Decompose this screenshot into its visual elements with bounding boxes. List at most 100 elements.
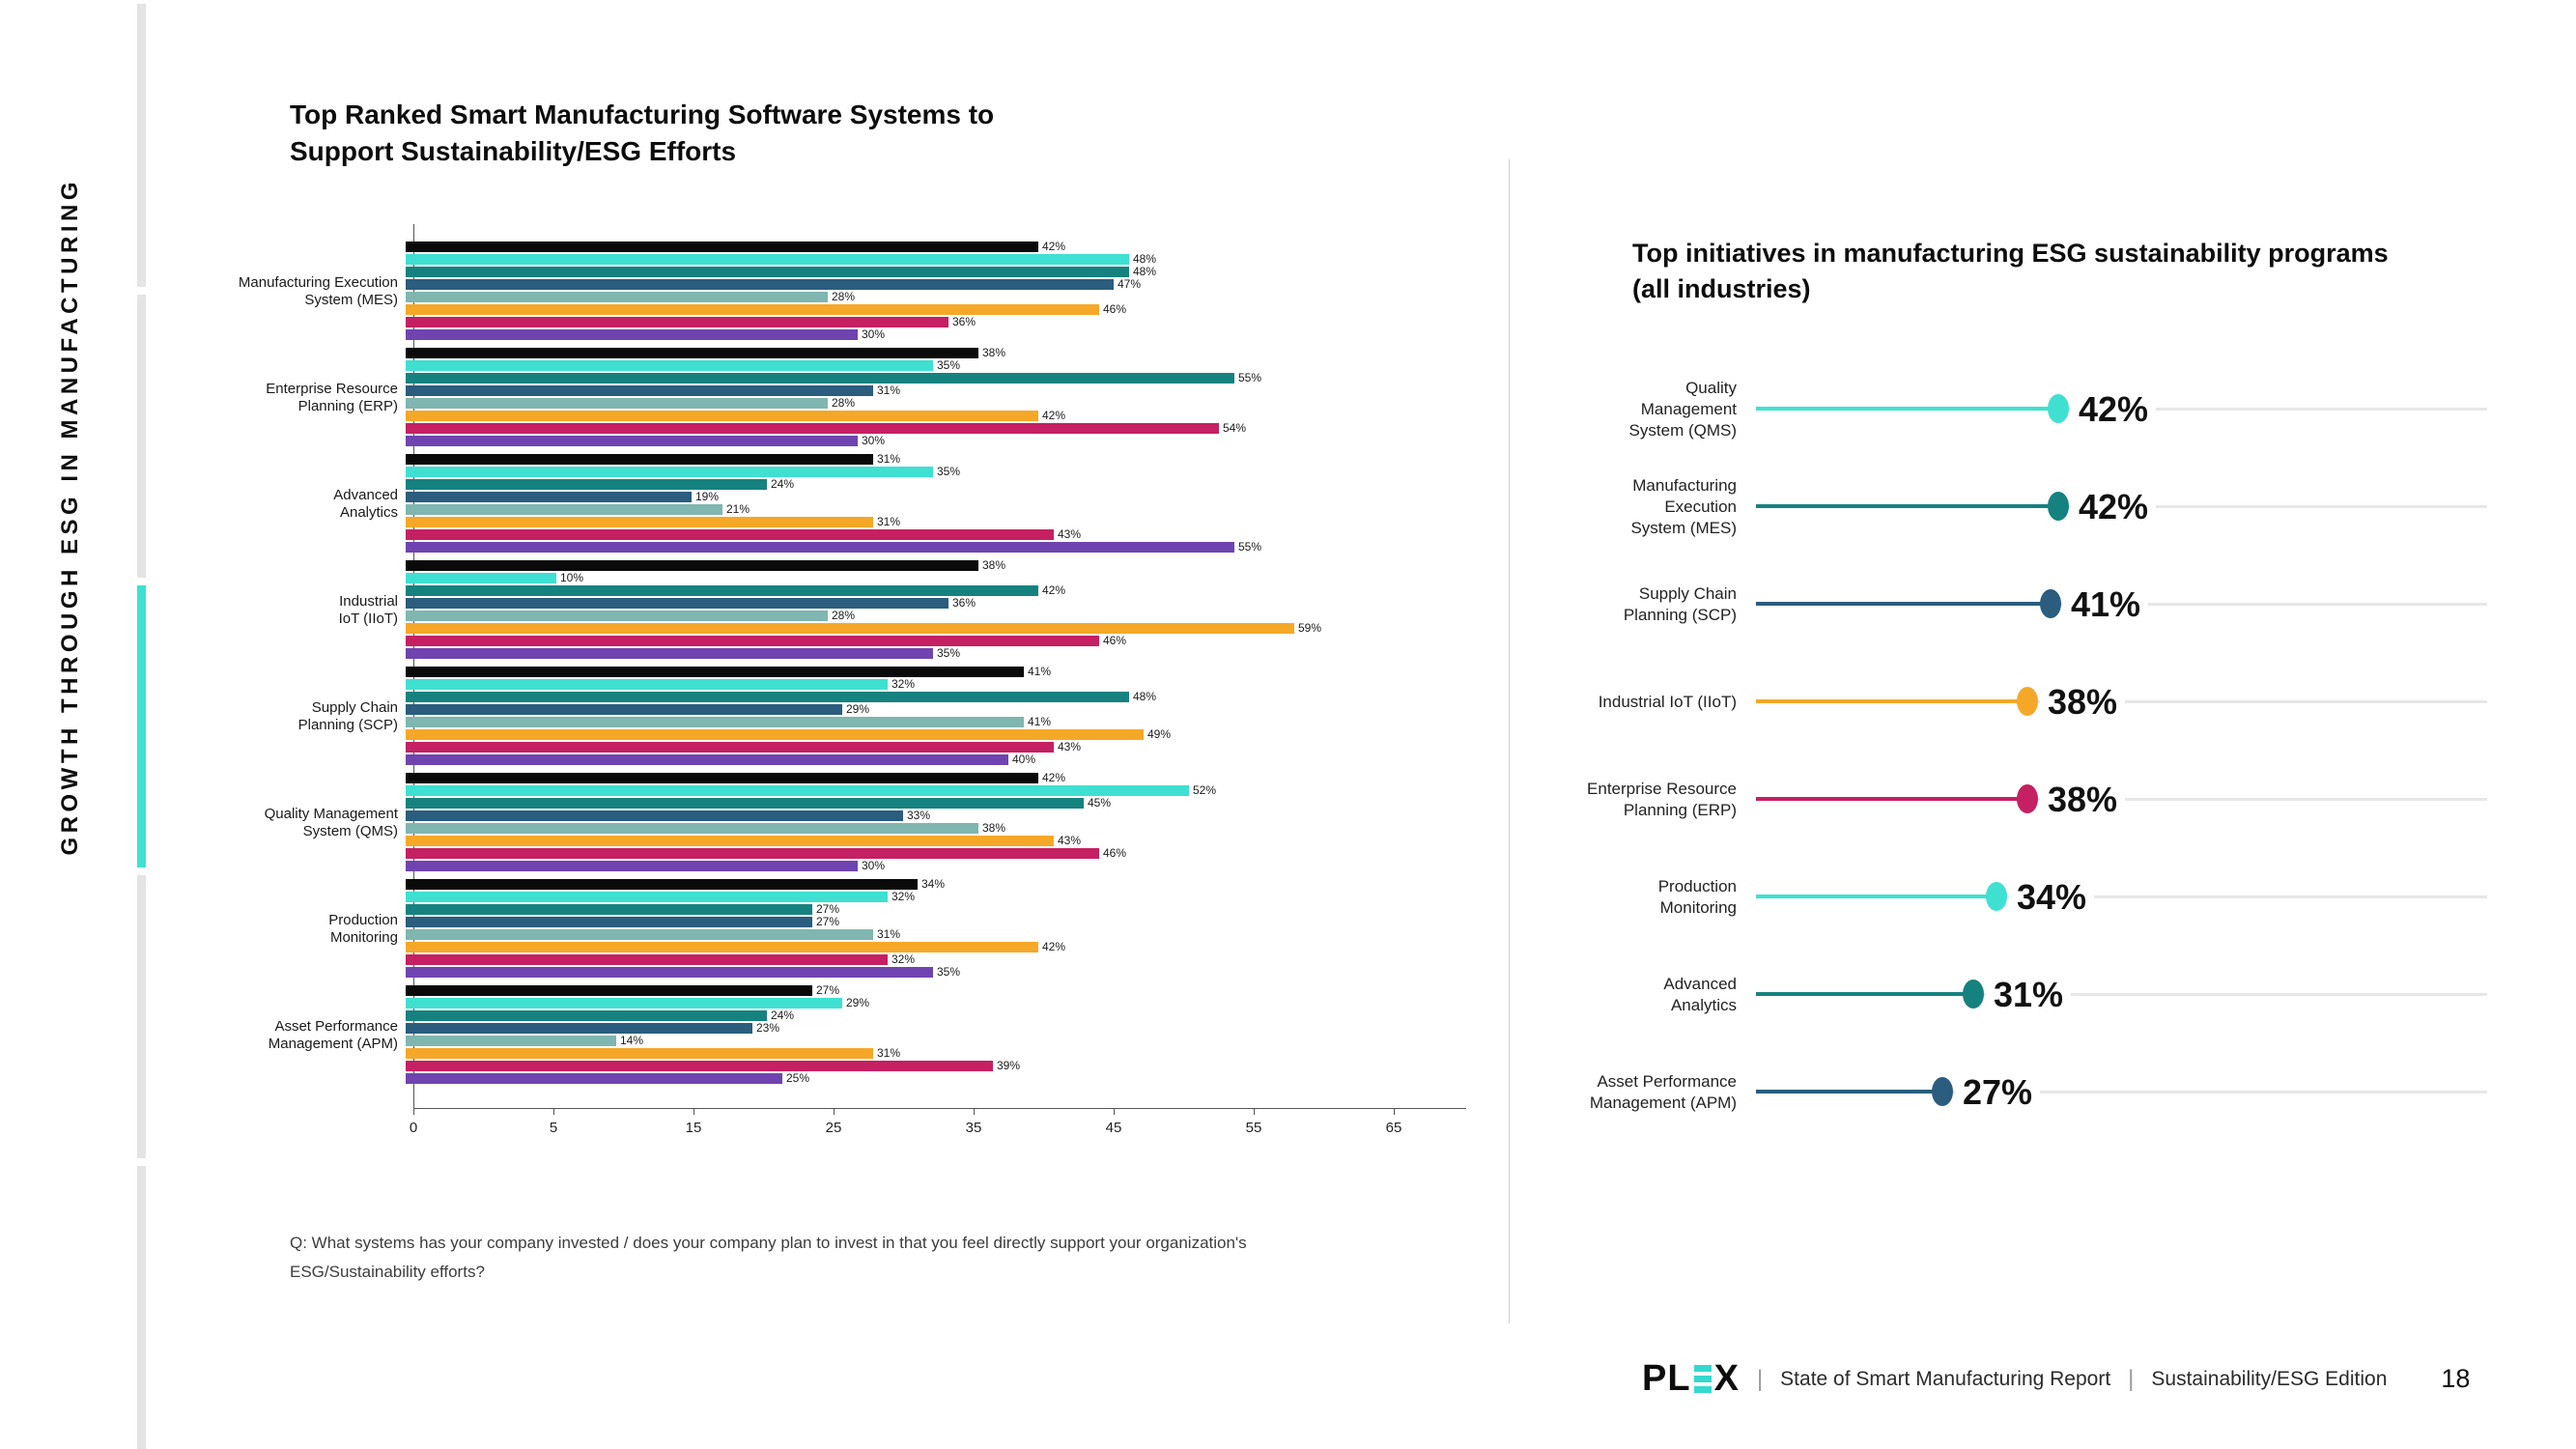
bar-value-label: 46% (1099, 847, 1127, 859)
bar-value-label: 42% (1038, 941, 1066, 952)
bar-row: 36% (406, 316, 1156, 327)
bar-segment (406, 292, 828, 302)
footer-edition: Sustainability/ESG Edition (2151, 1367, 2388, 1390)
bar-row: 28% (406, 291, 1156, 302)
bar-segment (406, 954, 888, 965)
bar-segment (406, 398, 828, 409)
footer-separator: | (1756, 1365, 1764, 1392)
bar-stack: 38% 35% 55% 31% 28% 42% 54% 30% (406, 347, 1262, 448)
initiative-label: Manufacturing Execution System (MES) (1541, 475, 1756, 539)
category-label-line: Supply Chain (311, 699, 398, 716)
bar-value-label: 31% (873, 516, 901, 527)
bar-row: 38% (406, 347, 1261, 358)
bar-value-label: 10% (556, 572, 584, 583)
bar-row: 43% (406, 741, 1171, 753)
bar-segment (406, 1048, 873, 1059)
bar-value-label: 31% (873, 384, 901, 396)
initiative-label-line: Industrial IoT (IIoT) (1598, 693, 1737, 711)
bar-segment (406, 348, 978, 358)
bar-value-label: 23% (752, 1022, 780, 1034)
rail-segment (137, 294, 146, 578)
bar-segment (406, 861, 858, 871)
bar-value-label: 31% (873, 453, 901, 465)
bar-row: 38% (406, 822, 1216, 834)
category-label-line: Manufacturing Execution (238, 274, 398, 291)
bar-value-label: 55% (1234, 541, 1262, 553)
bar-row: 41% (406, 666, 1171, 677)
category-label-line: Advanced (333, 487, 398, 503)
footer-report-title: State of Smart Manufacturing Report (1780, 1367, 2111, 1390)
bar-row: 41% (406, 716, 1171, 727)
bar-segment (406, 1023, 752, 1034)
lollipop-row: Manufacturing Execution System (MES) 42% (1541, 459, 2506, 555)
bar-segment (406, 385, 873, 396)
initiative-label-line: Analytics (1670, 996, 1737, 1014)
bar-value-label: 43% (1054, 528, 1082, 540)
bar-value-label: 55% (1234, 372, 1262, 384)
value-dot (2048, 492, 2069, 521)
left-accent-rail (137, 0, 146, 1449)
lollipop-track: 38% (1756, 673, 2487, 731)
value-dot (1986, 882, 2007, 911)
bar-row: 31% (406, 453, 1261, 465)
category-label-line: Monitoring (329, 929, 398, 946)
bar-segment (406, 267, 1129, 277)
bar-row: 23% (406, 1022, 1020, 1034)
bar-row: 46% (406, 635, 1321, 646)
category-label-line: System (MES) (304, 292, 398, 308)
bar-row: 49% (406, 728, 1172, 740)
plex-logo-l: L (1667, 1358, 1691, 1399)
value-line (1756, 895, 1996, 898)
lollipop-track: 42% (1756, 381, 2487, 439)
bar-segment (406, 279, 1114, 290)
category-label-line: Industrial (339, 593, 398, 610)
bar-row: 42% (406, 941, 1066, 952)
x-axis-line (413, 1108, 1466, 1109)
bar-group: Industrial IoT (IIoT) 38% 10% 42% 36% 28% 59% 46… (174, 559, 1487, 661)
bar-value-label: 14% (616, 1035, 644, 1046)
bar-row: 32% (406, 953, 1065, 965)
bar-value-label: 24% (767, 478, 795, 490)
bar-segment (406, 942, 1038, 952)
bar-row: 35% (406, 647, 1321, 659)
value-line (1756, 407, 2058, 411)
bar-value-label: 29% (842, 997, 870, 1009)
bar-row: 43% (406, 528, 1261, 540)
bar-row: 34% (406, 878, 1065, 890)
bar-segment (406, 304, 1099, 315)
bar-stack: 41% 32% 48% 29% 41% 49% 43% 40% (406, 666, 1172, 767)
bar-row: 30% (406, 435, 1261, 446)
bar-row: 46% (406, 847, 1216, 859)
value-line (1756, 699, 2027, 703)
initiative-label-line: Monitoring (1659, 898, 1737, 917)
x-axis-tick-label: 45 (1105, 1120, 1122, 1136)
bar-value-label: 24% (767, 1009, 795, 1021)
category-label-line: Planning (ERP) (297, 398, 398, 414)
bar-row: 42% (406, 241, 1156, 252)
category-label-line: System (QMS) (302, 823, 398, 839)
left-chart-title-line1: Top Ranked Smart Manufacturing Software … (290, 99, 995, 129)
x-axis-tick (1394, 1108, 1395, 1115)
bar-row: 28% (406, 610, 1321, 621)
bar-row: 10% (406, 572, 1321, 583)
bar-row: 55% (406, 541, 1262, 553)
bar-segment (406, 492, 692, 502)
bar-value-label: 43% (1054, 835, 1082, 846)
page-number: 18 (2441, 1364, 2471, 1393)
grouped-bar-chart: Manufacturing Execution System (MES) 42% 48… (174, 224, 1487, 1171)
bar-row: 38% (406, 559, 1321, 571)
x-axis-tick (1254, 1108, 1255, 1115)
x-axis-tick (553, 1108, 554, 1115)
bar-segment (406, 317, 948, 327)
bar-row: 31% (406, 928, 1065, 940)
section-divider (1509, 159, 1510, 1323)
bar-segment (406, 998, 842, 1009)
value-percent-label: 27% (1955, 1073, 2041, 1112)
bar-segment (406, 704, 842, 715)
value-line (1756, 992, 1973, 996)
bar-row: 14% (406, 1035, 1020, 1046)
category-label-line: Analytics (339, 504, 398, 521)
bar-value-label: 46% (1099, 635, 1127, 646)
bar-value-label: 48% (1129, 253, 1157, 265)
bar-segment (406, 879, 918, 890)
